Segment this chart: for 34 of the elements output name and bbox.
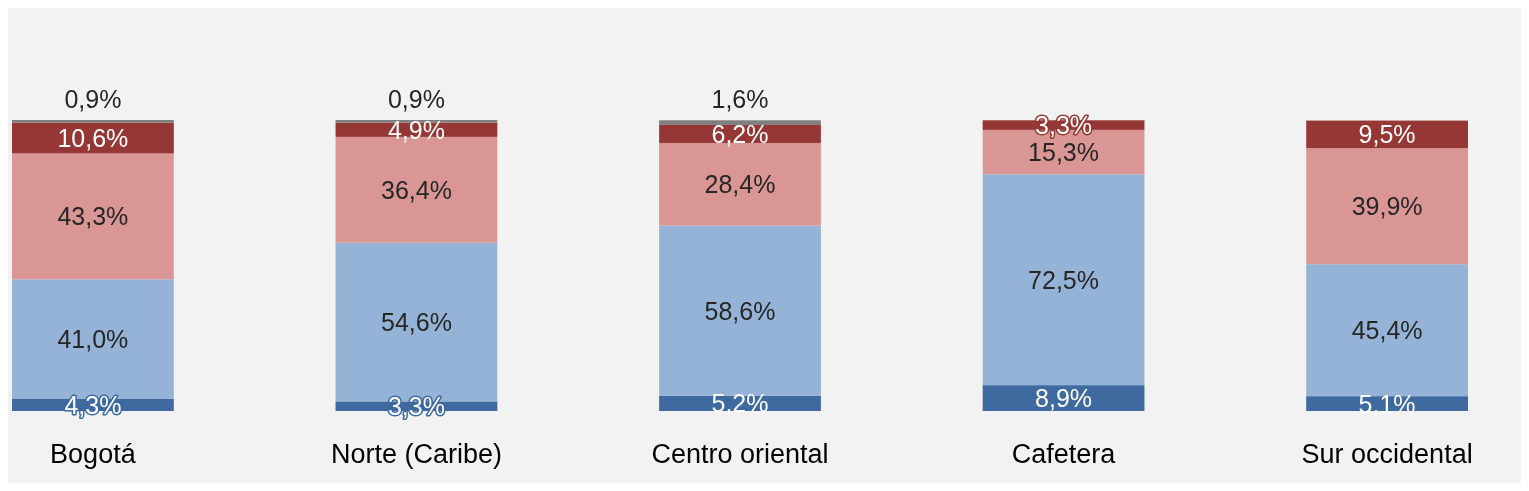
data-label: 0,9% [387,85,445,113]
data-label: 10,6% [57,124,129,153]
x-tick-label: Cafetera [1011,439,1117,469]
data-label: 9,5% [1358,120,1416,149]
data-label: 6,2% [711,119,769,148]
bar [1306,264,1468,397]
data-label: 45,4% [1351,316,1423,345]
data-label: 4,9% [387,115,445,144]
x-tick-label: Bogotá [50,439,137,469]
data-label: 3,3% [1035,111,1093,140]
bar [659,120,821,125]
data-label: 0,9% [64,85,122,113]
data-label: 36,4% [381,175,452,204]
data-label: 8,9% [1035,384,1093,413]
x-tick-label: Norte (Caribe) [330,439,502,469]
data-label: 72,5% [1028,265,1099,294]
bar [335,120,498,123]
data-label: 41,0% [57,324,129,353]
data-label: 5,2% [711,389,769,418]
data-label: 15,3% [1028,138,1099,167]
x-tick-label: Centro oriental [651,439,829,469]
data-label: 1,6% [711,85,769,114]
bar [12,120,174,123]
bar [982,174,1145,386]
bar [659,225,821,396]
data-label: 58,6% [704,296,776,325]
bar [12,153,174,280]
data-label: 54,6% [381,308,452,337]
data-label: 5,1% [1358,389,1416,418]
data-label: 39,9% [1351,192,1423,221]
data-label: 28,4% [704,170,776,199]
data-label: 43,3% [57,202,129,231]
bar [1306,148,1468,265]
x-tick-label: Sur occidental [1301,439,1473,469]
